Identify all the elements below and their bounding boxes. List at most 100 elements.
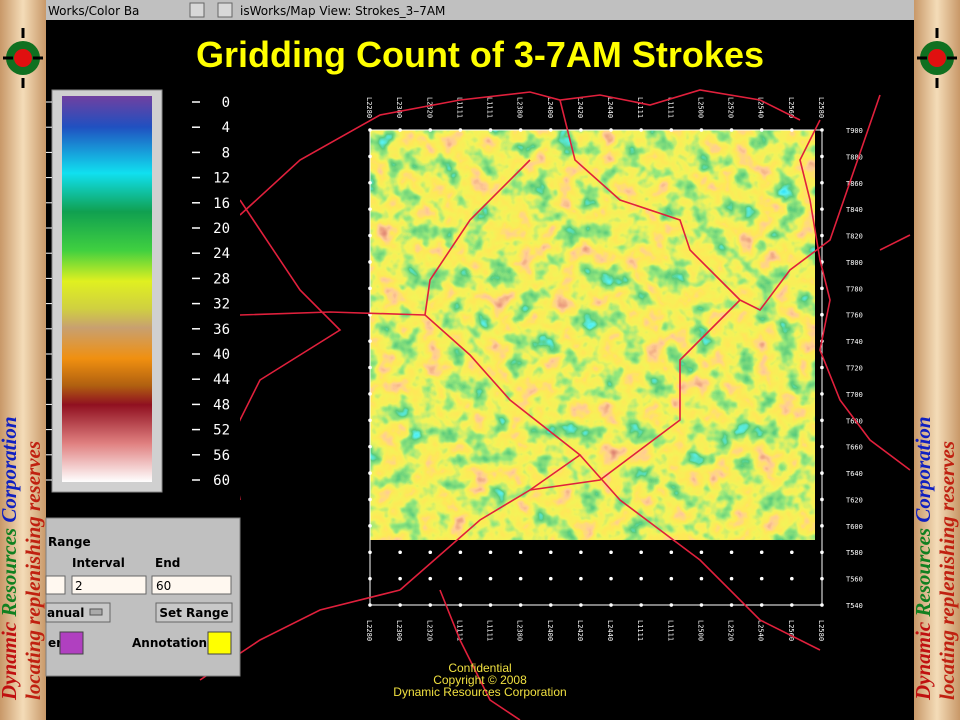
right-label: T780 (846, 285, 863, 293)
grid-dot (368, 418, 372, 423)
colorbar-label: 56 (213, 448, 230, 464)
grid-dot (368, 497, 372, 502)
bottom-label: L2440 (606, 620, 614, 641)
window-title: Works/Color Ba (48, 4, 139, 18)
grid-dot (518, 576, 523, 581)
bottom-label: L1111 (666, 620, 674, 641)
banner-word: Dynamic (911, 621, 935, 701)
top-label: L2300 (395, 97, 403, 118)
right-label: T580 (846, 549, 863, 557)
grid-dot (820, 365, 824, 370)
grid-dot (368, 128, 372, 132)
window-button[interactable] (189, 2, 205, 18)
footer-line: Copyright © 2008 (433, 673, 527, 687)
right-label: T700 (846, 391, 863, 399)
grid-dot (699, 128, 704, 132)
top-label: L1111 (666, 97, 674, 118)
grid-dot (639, 128, 643, 132)
banner: Dynamic Resources Corporation (0, 416, 21, 701)
color-swatch[interactable] (207, 631, 232, 655)
interval-value: 2 (75, 579, 83, 593)
grid-dot (669, 550, 674, 555)
grid-dot (790, 128, 794, 132)
right-strip (914, 0, 960, 720)
grid-dot (820, 550, 824, 555)
footer: Confidential Copyright © 2008 Dynamic Re… (393, 661, 566, 699)
grid-dot (820, 154, 824, 159)
window-button[interactable] (217, 2, 233, 18)
bottom-label: L2500 (696, 620, 704, 641)
grid-dot (609, 603, 613, 607)
grid-dot (729, 128, 734, 132)
right-label: T560 (846, 576, 863, 584)
banner-word: Dynamic (0, 621, 21, 701)
bottom-label: L2540 (757, 620, 765, 641)
grid-dot (729, 576, 734, 581)
top-label: L2420 (576, 97, 584, 118)
grid-dot (458, 128, 463, 132)
bottom-label: L2300 (395, 620, 403, 641)
right-label: T760 (846, 312, 863, 320)
top-label: L1111 (455, 97, 463, 118)
colorbar-label: 8 (222, 145, 230, 161)
grid-dot (488, 603, 493, 607)
grid-dot (639, 603, 643, 607)
banner-tagline: locating replenishing reserves (935, 441, 959, 700)
grid-dot (820, 524, 824, 528)
grid-dot (609, 576, 613, 581)
grid-dot (548, 603, 553, 607)
bottom-label: L2320 (425, 620, 433, 641)
color-label: Annotation (132, 636, 207, 650)
grid-dot (669, 603, 674, 607)
grid-dot (609, 128, 613, 132)
end-field[interactable] (151, 575, 232, 595)
grid-dot (488, 550, 493, 555)
footer-line: Dynamic Resources Corporation (393, 685, 566, 699)
grid-dot (368, 365, 372, 370)
colorbar-label: 32 (213, 297, 230, 313)
bottom-label: L2400 (546, 620, 554, 641)
logo (3, 28, 957, 88)
grid-dot (790, 576, 794, 581)
right-label: T820 (846, 233, 863, 241)
bottom-label: L1111 (636, 620, 644, 641)
grid-dot (820, 471, 824, 475)
colorbar-label: 48 (213, 397, 230, 413)
grid-dot (820, 418, 824, 423)
right-label: T620 (846, 496, 863, 504)
bottom-label: L2560 (787, 620, 795, 641)
mode-menu[interactable] (45, 602, 111, 623)
grid-dot (639, 576, 643, 581)
right-label: T840 (846, 206, 863, 214)
grid-dot (820, 207, 824, 211)
grid-dot (518, 550, 523, 555)
set-range-button[interactable] (155, 602, 233, 623)
colorbar-label: 36 (213, 322, 230, 338)
top-label: L1111 (636, 97, 644, 118)
grid-dot (579, 550, 583, 555)
colorbar-label: 4 (222, 120, 230, 136)
grid-dot (729, 550, 734, 555)
color-swatch[interactable] (59, 631, 84, 655)
grid-dot (368, 180, 372, 185)
boundaries (199, 89, 911, 720)
bottom-label: L1111 (486, 620, 494, 641)
panel-heading: Range (48, 535, 91, 549)
interval-field[interactable] (71, 575, 147, 595)
grid-dot (428, 603, 433, 607)
window-title: isWorks/Map View: Strokes_3–7AM (240, 4, 445, 18)
colorbar-label: 60 (213, 473, 230, 489)
top-label: L1111 (486, 97, 494, 118)
grid-dot (398, 576, 402, 581)
right-label: T720 (846, 365, 863, 373)
banner-tagline: locating replenishing reserves (21, 441, 45, 700)
top-label: L2280 (365, 97, 373, 118)
grid-dot (820, 576, 824, 581)
right-label: T740 (846, 338, 863, 346)
grid-dot (368, 207, 372, 211)
banner-word: Resources (0, 528, 21, 618)
top-label: L2540 (757, 97, 765, 118)
top-label: L2580 (817, 97, 825, 118)
start-field[interactable] (45, 575, 66, 595)
